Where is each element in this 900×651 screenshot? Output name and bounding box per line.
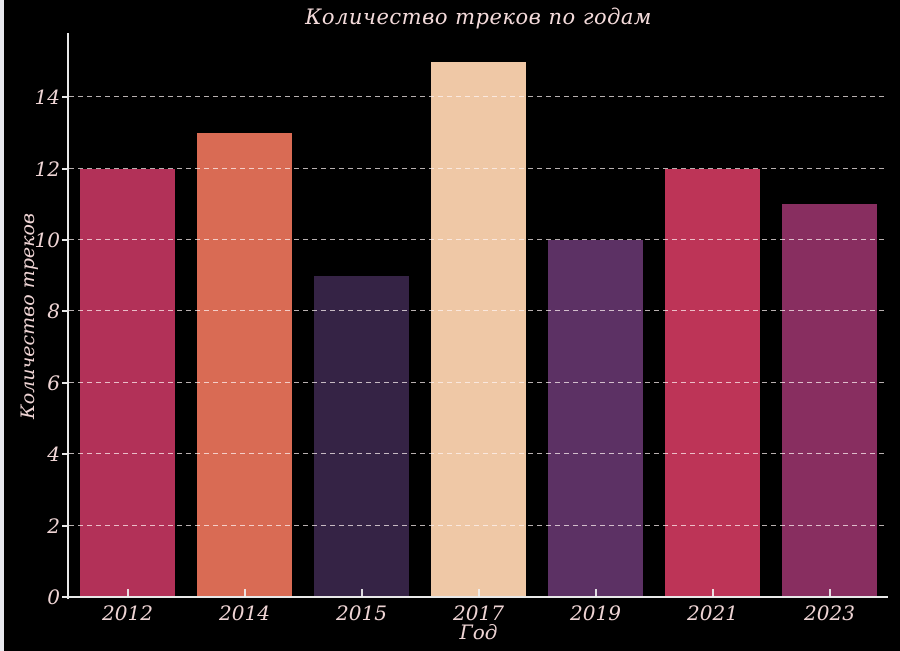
gridline-y-12: [69, 167, 888, 170]
y-tick-2: [62, 524, 69, 527]
bar-2014: [197, 132, 292, 597]
x-tick-label-2017: 2017: [453, 601, 504, 625]
gridline-y-2: [69, 524, 888, 527]
x-tick-2017: [477, 589, 480, 597]
bar-2015: [314, 275, 409, 597]
y-tick-label-2: 2: [47, 513, 60, 538]
chart-title: Количество треков по годам: [305, 5, 652, 29]
x-tick-2012: [126, 589, 129, 597]
x-axis-spine: [67, 596, 888, 598]
gridline-y-4: [69, 453, 888, 456]
gridline-y-14: [69, 96, 888, 99]
y-tick-12: [62, 167, 69, 170]
x-tick-label-2021: 2021: [687, 601, 738, 625]
x-axis-label: Год: [459, 620, 498, 644]
y-tick-0: [62, 596, 69, 598]
y-tick-label-8: 8: [47, 299, 60, 324]
x-tick-label-2012: 2012: [102, 601, 153, 625]
y-tick-label-12: 12: [34, 156, 60, 181]
x-tick-label-2014: 2014: [219, 601, 270, 625]
x-tick-2019: [594, 589, 597, 597]
x-tick-label-2015: 2015: [336, 601, 387, 625]
gridline-y-10: [69, 239, 888, 241]
x-tick-2014: [243, 589, 246, 597]
y-tick-label-10: 10: [34, 228, 60, 252]
y-tick-4: [62, 453, 69, 456]
y-tick-6: [62, 381, 69, 384]
y-tick-14: [62, 96, 69, 99]
bar-2019: [548, 240, 643, 597]
bar-2017: [431, 61, 526, 597]
y-tick-10: [62, 239, 69, 241]
y-axis-spine: [67, 33, 69, 599]
gridline-y-8: [69, 310, 888, 313]
x-tick-2015: [360, 589, 363, 597]
bar-2023: [782, 204, 877, 597]
x-tick-2021: [711, 589, 714, 597]
y-tick-label-6: 6: [47, 370, 60, 395]
x-tick-label-2019: 2019: [570, 601, 621, 625]
x-tick-label-2023: 2023: [804, 601, 855, 625]
y-tick-label-4: 4: [47, 442, 60, 467]
gridline-y-6: [69, 381, 888, 384]
y-tick-8: [62, 310, 69, 313]
y-tick-label-14: 14: [34, 85, 60, 110]
left-edge-strip: [0, 0, 4, 651]
y-tick-label-0: 0: [47, 585, 60, 609]
x-tick-2023: [828, 589, 831, 597]
